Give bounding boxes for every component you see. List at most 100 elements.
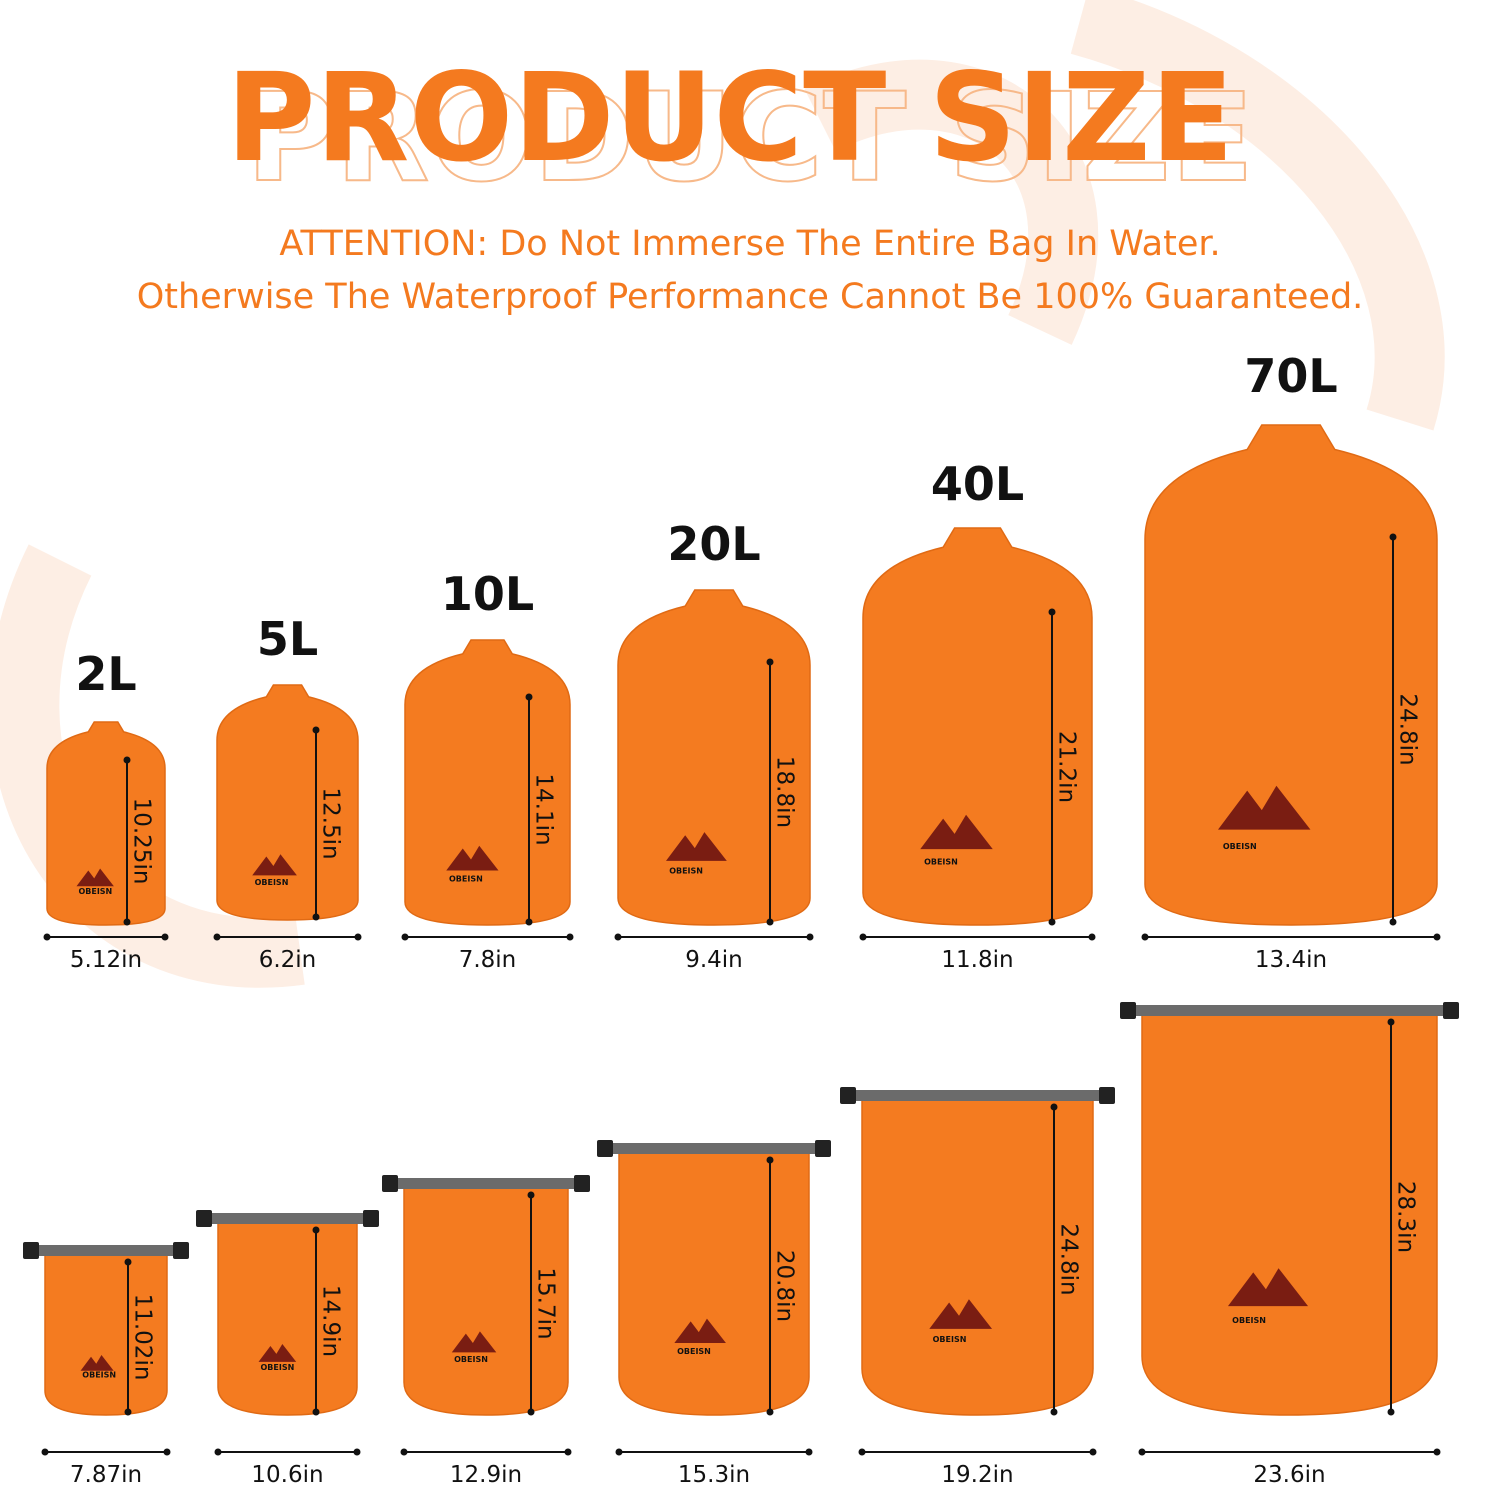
height-label: 24.8in (1056, 1223, 1082, 1295)
logo-mountain (666, 832, 727, 861)
dot (614, 933, 622, 941)
buckle (196, 1210, 212, 1227)
width-label: 11.8in (941, 947, 1013, 973)
dot (766, 1156, 774, 1164)
dot (124, 1408, 132, 1416)
height-label: 10.25in (129, 798, 155, 885)
height-label: 18.8in (772, 756, 798, 828)
brand-logo-text: OBEISN (1223, 842, 1257, 851)
strap (203, 1213, 372, 1224)
unrolled-bag (1141, 1009, 1438, 1416)
dot (161, 933, 169, 941)
height-label: 24.8in (1395, 693, 1421, 765)
dot (353, 1448, 361, 1456)
unrolled-bag (403, 1182, 569, 1416)
dot (564, 1448, 572, 1456)
unrolled-bag (217, 1217, 358, 1416)
brand-logo-text: OBEISN (255, 878, 289, 887)
dot (1389, 533, 1397, 541)
logo-mountain (80, 1355, 114, 1371)
rolled-bag (1144, 424, 1438, 926)
logo-mountain (451, 1331, 497, 1353)
height-label: 28.3in (1393, 1181, 1419, 1253)
brand-logo-text: OBEISN (924, 857, 958, 866)
height-label: 11.02in (130, 1294, 156, 1381)
dot (1089, 1448, 1097, 1456)
dot (525, 693, 533, 701)
capacity-label: 10L (441, 567, 534, 621)
buckle (1099, 1087, 1115, 1104)
dot (1050, 1408, 1058, 1416)
strap (30, 1245, 182, 1256)
buckle (1443, 1002, 1459, 1019)
dot (766, 918, 774, 926)
width-label: 10.6in (251, 1462, 323, 1488)
brand-logo-text: OBEISN (449, 875, 483, 884)
dot (1433, 933, 1441, 941)
width-label: 23.6in (1253, 1462, 1325, 1488)
strap (1127, 1005, 1452, 1016)
dot (401, 933, 409, 941)
dot (1088, 933, 1096, 941)
logo-mountain (252, 854, 297, 876)
dot (1048, 608, 1056, 616)
dot (525, 918, 533, 926)
buckle (173, 1242, 189, 1259)
buckle (1120, 1002, 1136, 1019)
width-label: 13.4in (1255, 947, 1327, 973)
dot (1387, 1408, 1395, 1416)
title-outline: PRODUCT SIZE (246, 67, 1254, 209)
dot (1387, 1018, 1395, 1026)
capacity-label: 5L (257, 612, 318, 666)
height-label: 21.2in (1054, 731, 1080, 803)
brand-logo-text: OBEISN (933, 1335, 967, 1344)
bags: OBEISN 2L 10.25in 5.12in OBEISN 5L 12.5in 6.2in… (23, 349, 1459, 1488)
brand-logo-text: OBEISN (677, 1347, 711, 1356)
buckle (363, 1210, 379, 1227)
width-label: 19.2in (941, 1462, 1013, 1488)
dot (615, 1448, 623, 1456)
rolled-bag (46, 721, 166, 926)
height-label: 20.8in (772, 1250, 798, 1322)
unrolled-bag (44, 1249, 168, 1416)
buckle (23, 1242, 39, 1259)
width-label: 6.2in (259, 947, 317, 973)
dot (1048, 918, 1056, 926)
capacity-label: 2L (75, 647, 136, 701)
width-label: 15.3in (678, 1462, 750, 1488)
logo-mountain (76, 868, 114, 887)
dot (1141, 933, 1149, 941)
dot (312, 1408, 320, 1416)
brand-logo-text: OBEISN (82, 1371, 116, 1380)
logo-mountain (1227, 1268, 1309, 1307)
brand-logo-text: OBEISN (669, 867, 703, 876)
dot (766, 658, 774, 666)
attention-line: ATTENTION: Do Not Immerse The Entire Bag… (279, 224, 1220, 264)
capacity-label: 40L (931, 457, 1024, 511)
buckle (815, 1140, 831, 1157)
brand-logo-text: OBEISN (454, 1355, 488, 1364)
logo-mountain (929, 1299, 993, 1329)
width-label: 12.9in (450, 1462, 522, 1488)
dot (1138, 1448, 1146, 1456)
rolled-bag (862, 527, 1093, 926)
dot (214, 1448, 222, 1456)
brand-logo-text: OBEISN (78, 887, 112, 896)
dot (566, 933, 574, 941)
buckle (382, 1175, 398, 1192)
dot (213, 933, 221, 941)
logo-mountain (258, 1343, 297, 1362)
dot (1389, 918, 1397, 926)
logo-mountain (1218, 785, 1311, 830)
dot (312, 913, 320, 921)
height-label: 14.9in (318, 1285, 344, 1357)
width-label: 7.8in (459, 947, 517, 973)
dot (527, 1408, 535, 1416)
width-label: 7.87in (70, 1462, 142, 1488)
brand-logo-text: OBEISN (1232, 1316, 1266, 1325)
dot (527, 1191, 535, 1199)
buckle (574, 1175, 590, 1192)
dot (1050, 1103, 1058, 1111)
height-label: 15.7in (533, 1267, 559, 1339)
